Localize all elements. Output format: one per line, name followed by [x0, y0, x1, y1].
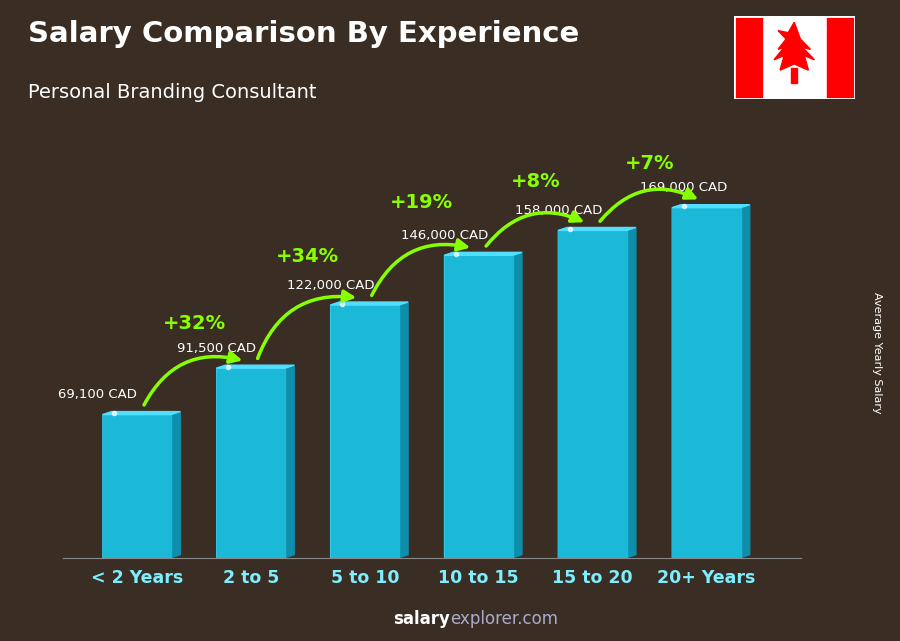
Text: +34%: +34% — [276, 247, 339, 266]
Text: +7%: +7% — [625, 154, 674, 173]
Polygon shape — [558, 228, 636, 231]
Bar — [672, 208, 741, 558]
Polygon shape — [103, 412, 180, 415]
Bar — [217, 368, 285, 558]
Text: 69,100 CAD: 69,100 CAD — [58, 388, 137, 401]
Polygon shape — [330, 302, 408, 305]
Text: Average Yearly Salary: Average Yearly Salary — [872, 292, 883, 413]
Text: 169,000 CAD: 169,000 CAD — [640, 181, 727, 194]
Polygon shape — [558, 228, 568, 558]
Polygon shape — [513, 253, 522, 558]
Text: +8%: +8% — [511, 172, 561, 192]
Text: 158,000 CAD: 158,000 CAD — [515, 204, 602, 217]
Polygon shape — [217, 365, 294, 368]
Polygon shape — [445, 253, 454, 558]
Bar — [826, 16, 855, 99]
Text: +19%: +19% — [391, 193, 454, 212]
Text: +32%: +32% — [162, 314, 226, 333]
Polygon shape — [672, 204, 681, 558]
Bar — [558, 231, 626, 558]
Text: salary: salary — [393, 610, 450, 628]
Bar — [103, 415, 171, 558]
Polygon shape — [672, 204, 750, 208]
Text: Personal Branding Consultant: Personal Branding Consultant — [28, 83, 317, 103]
Bar — [791, 68, 797, 83]
Bar — [734, 16, 761, 99]
Polygon shape — [774, 22, 814, 70]
Bar — [445, 255, 513, 558]
Polygon shape — [741, 204, 750, 558]
Polygon shape — [171, 412, 180, 558]
Text: Salary Comparison By Experience: Salary Comparison By Experience — [28, 20, 580, 48]
Polygon shape — [103, 412, 112, 558]
Text: 146,000 CAD: 146,000 CAD — [400, 229, 488, 242]
Text: 91,500 CAD: 91,500 CAD — [177, 342, 256, 355]
Polygon shape — [399, 302, 408, 558]
Polygon shape — [330, 302, 340, 558]
Polygon shape — [285, 365, 294, 558]
Polygon shape — [626, 228, 636, 558]
Text: explorer.com: explorer.com — [450, 610, 558, 628]
Polygon shape — [217, 365, 226, 558]
Text: 122,000 CAD: 122,000 CAD — [287, 279, 374, 292]
Polygon shape — [445, 253, 522, 255]
Bar — [330, 305, 399, 558]
